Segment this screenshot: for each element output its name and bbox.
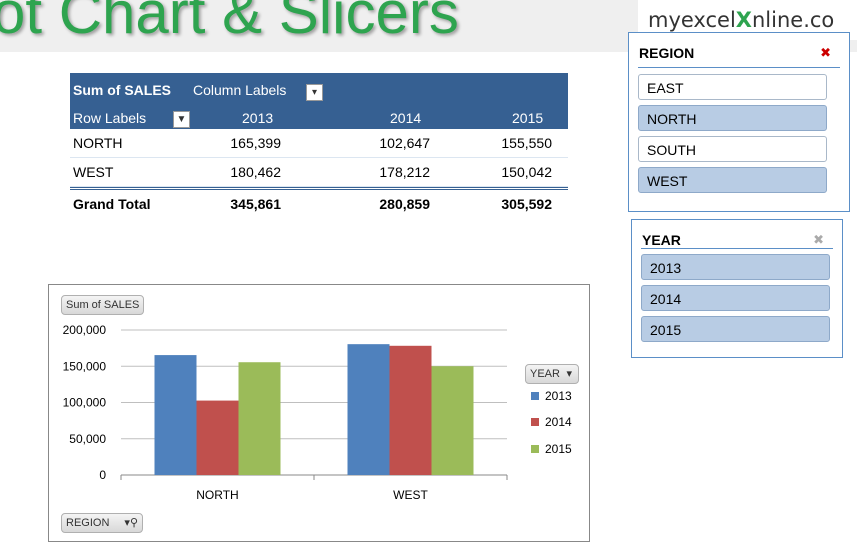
pivot-table[interactable]: Sum of SALES Column Labels ▾ Row Labels … [70, 73, 568, 218]
axis-field-label: REGION [66, 517, 110, 529]
x-tick-label: NORTH [196, 488, 238, 502]
y-tick-label: 100,000 [63, 396, 107, 410]
legend-label: 2015 [545, 442, 572, 456]
row-label: WEST [73, 164, 114, 180]
banner-title: ot Chart & Slicers [0, 0, 459, 46]
cell: 150,042 [501, 164, 552, 180]
year-header-2013: 2013 [242, 110, 274, 126]
table-row[interactable]: NORTH 165,399 102,647 155,550 [70, 129, 568, 158]
chart-plot: 0 50,000 100,000 150,000 200,000 NORTH WEST [63, 323, 508, 502]
slicer-divider [641, 248, 833, 249]
clear-filter-icon[interactable]: ✖ [813, 232, 824, 247]
cell: 180,462 [230, 164, 281, 180]
legend-label: 2013 [545, 389, 572, 403]
logo-x: X [735, 8, 752, 32]
slicer-item-2014[interactable]: 2014 [641, 285, 830, 311]
slicer-item-north[interactable]: NORTH [638, 105, 827, 131]
column-labels: Column Labels [193, 82, 287, 98]
cell: 178,212 [379, 164, 430, 180]
bar [238, 362, 281, 475]
value-field-button[interactable]: Sum of SALES [61, 295, 145, 315]
slicer-item-west[interactable]: WEST [638, 167, 827, 193]
slicer-item-south[interactable]: SOUTH [638, 136, 827, 162]
cell: 165,399 [230, 135, 281, 151]
row-labels-filter-button[interactable]: ▼ [173, 111, 190, 128]
slicer-item-2015[interactable]: 2015 [641, 316, 830, 342]
pivot-header: Sum of SALES Column Labels ▾ Row Labels … [70, 73, 568, 129]
bar [196, 400, 239, 475]
dropdown-icon: ▾ [566, 368, 572, 380]
legend-item-2013: 2013 [531, 389, 572, 403]
slicer-divider [638, 67, 840, 68]
x-tick-label: WEST [393, 488, 428, 502]
legend-item-2015: 2015 [531, 442, 572, 456]
cell: 102,647 [379, 135, 430, 151]
grand-total-label: Grand Total [73, 196, 151, 212]
slicer-title: REGION [639, 45, 695, 61]
bar [389, 345, 432, 475]
legend-label: 2014 [545, 415, 572, 429]
legend-field-button[interactable]: YEAR ▾ [525, 364, 579, 384]
bar [431, 366, 474, 475]
cell: 305,592 [501, 196, 552, 212]
row-label: NORTH [73, 135, 123, 151]
y-tick-label: 200,000 [63, 323, 107, 337]
row-labels: Row Labels [73, 110, 147, 126]
bar [154, 355, 197, 475]
legend-item-2014: 2014 [531, 415, 572, 429]
y-tick-label: 50,000 [69, 432, 106, 446]
cell: 280,859 [379, 196, 430, 212]
value-field-label: Sum of SALES [73, 82, 172, 98]
year-header-2015: 2015 [512, 110, 544, 126]
year-slicer[interactable]: YEAR ✖ 2013 2014 2015 [631, 219, 843, 358]
logo-text-post: nline.co [752, 8, 835, 32]
region-slicer[interactable]: REGION ✖ EAST NORTH SOUTH WEST [628, 32, 850, 212]
legend-swatch [531, 392, 539, 400]
cell: 345,861 [230, 196, 281, 212]
table-row[interactable]: WEST 180,462 178,212 150,042 [70, 158, 568, 187]
bar [347, 344, 390, 475]
legend-swatch [531, 445, 539, 453]
logo-text-pre: myexcel [648, 8, 736, 32]
column-labels-filter-button[interactable]: ▾ [306, 84, 323, 101]
axis-field-button[interactable]: REGION ▾⚲ [61, 513, 143, 533]
filter-icon: ▾⚲ [124, 517, 138, 529]
y-tick-label: 0 [99, 468, 106, 482]
slicer-title: YEAR [642, 232, 681, 248]
legend-field-label: YEAR [530, 368, 560, 380]
slicer-item-2013[interactable]: 2013 [641, 254, 830, 280]
legend-swatch [531, 418, 539, 426]
slicer-item-east[interactable]: EAST [638, 74, 827, 100]
clear-filter-icon[interactable]: ✖ [820, 45, 831, 60]
pivot-chart[interactable]: Sum of SALES 0 50,000 100,000 150,000 200,00… [48, 284, 590, 542]
year-header-2014: 2014 [390, 110, 422, 126]
grand-total-row[interactable]: Grand Total 345,861 280,859 305,592 [70, 187, 568, 218]
y-tick-label: 150,000 [63, 359, 107, 373]
cell: 155,550 [501, 135, 552, 151]
